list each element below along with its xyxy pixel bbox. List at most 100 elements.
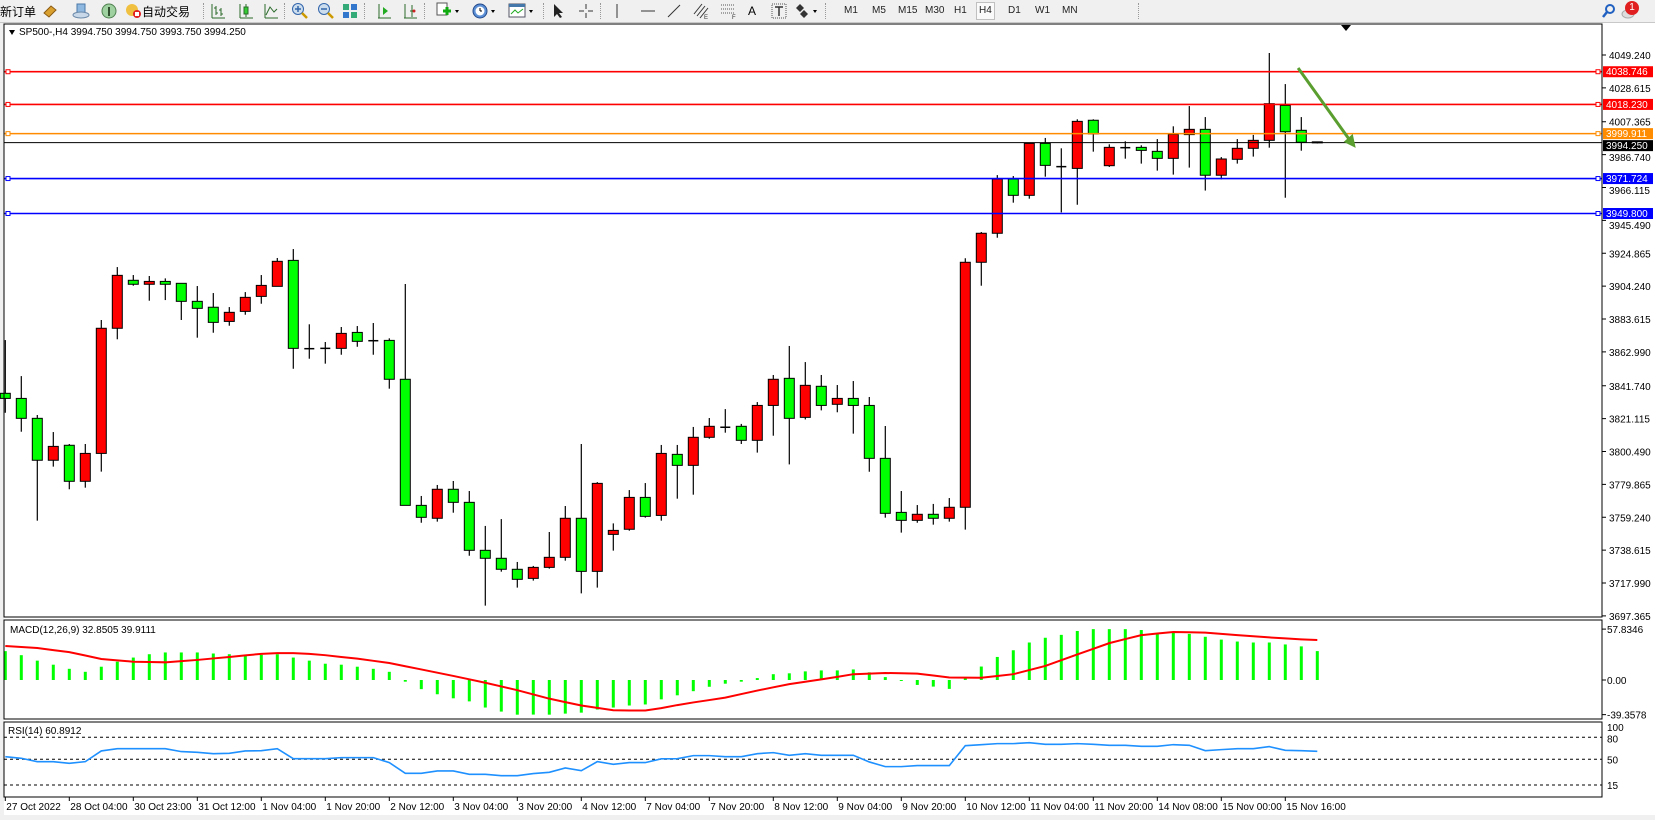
candle[interactable] [1247, 134, 1259, 157]
candle[interactable] [879, 425, 891, 518]
candle[interactable] [559, 506, 571, 561]
line-handle[interactable] [5, 101, 11, 107]
signal-icon[interactable] [101, 2, 117, 20]
candle[interactable] [927, 503, 939, 525]
candle[interactable] [655, 444, 667, 521]
candle[interactable] [591, 482, 603, 588]
trendline-icon[interactable] [666, 2, 682, 20]
line-handle[interactable] [1595, 176, 1601, 182]
candle[interactable] [767, 374, 779, 436]
candle[interactable] [159, 278, 171, 301]
collapse-triangle-icon[interactable] [9, 30, 15, 35]
auto-scroll-icon[interactable] [376, 2, 392, 20]
text-label-icon[interactable] [771, 2, 787, 20]
candle[interactable] [815, 374, 827, 411]
line-handle[interactable] [5, 176, 11, 182]
candle[interactable] [287, 249, 299, 369]
line-handle[interactable] [5, 131, 11, 137]
timeframe-mn[interactable]: MN [1062, 5, 1078, 16]
candle[interactable] [15, 376, 27, 432]
periods-icon[interactable] [471, 2, 497, 20]
candle[interactable] [0, 340, 11, 413]
candle[interactable] [1135, 145, 1147, 164]
candle[interactable] [720, 409, 731, 433]
candle[interactable] [783, 345, 795, 465]
candle[interactable] [304, 324, 315, 359]
candle[interactable] [143, 275, 155, 301]
candle[interactable] [495, 519, 507, 572]
candle[interactable] [127, 275, 139, 286]
zoom-in-icon[interactable] [291, 2, 309, 20]
templates-icon[interactable] [508, 2, 536, 20]
timeframe-m30[interactable]: M30 [925, 5, 945, 16]
candle[interactable] [320, 341, 331, 364]
candlestick-icon[interactable] [238, 2, 254, 20]
search-icon[interactable] [1601, 2, 1617, 20]
candle[interactable] [751, 402, 763, 453]
line-handle[interactable] [1595, 101, 1601, 107]
candle[interactable] [1183, 106, 1195, 168]
line-chart-icon[interactable] [263, 2, 279, 20]
zoom-out-icon[interactable] [317, 2, 335, 20]
vertical-line-icon[interactable] [612, 2, 622, 20]
candle[interactable] [527, 565, 539, 581]
text-icon[interactable]: A [748, 4, 757, 18]
candle[interactable] [191, 286, 203, 338]
candle[interactable] [175, 282, 187, 320]
candle[interactable] [479, 525, 491, 606]
candle[interactable] [895, 491, 907, 533]
candle[interactable] [703, 418, 715, 439]
horizontal-line-icon[interactable] [640, 2, 656, 20]
candle[interactable] [111, 267, 123, 340]
chart-shift-icon[interactable] [402, 2, 418, 20]
candle[interactable] [415, 495, 427, 523]
candle[interactable] [575, 443, 587, 594]
candle[interactable] [1231, 139, 1243, 164]
cursor-icon[interactable] [550, 2, 566, 20]
candle[interactable] [447, 480, 459, 513]
line-handle[interactable] [1595, 131, 1601, 137]
price-panel[interactable] [0, 52, 1602, 606]
fibonacci-channel-icon[interactable]: E [692, 2, 710, 20]
timeframe-m5[interactable]: M5 [872, 5, 886, 16]
new-order-button[interactable]: 新订单 [0, 4, 37, 19]
tile-windows-icon[interactable] [342, 2, 358, 20]
line-handle[interactable] [5, 211, 11, 217]
candle[interactable] [399, 283, 411, 506]
candle[interactable] [799, 362, 811, 420]
timeframe-m1[interactable]: M1 [844, 5, 858, 16]
candle[interactable] [687, 426, 699, 495]
candle[interactable] [1103, 144, 1115, 167]
candle[interactable] [31, 414, 43, 521]
line-handle[interactable] [1595, 211, 1601, 217]
candle[interactable] [1151, 139, 1163, 171]
candle[interactable] [623, 490, 635, 531]
notification-badge[interactable]: 1 [1625, 1, 1639, 15]
candle[interactable] [223, 307, 235, 326]
candle[interactable] [431, 484, 443, 522]
candle[interactable] [1215, 157, 1227, 180]
candle[interactable] [975, 231, 987, 286]
candle[interactable] [943, 498, 955, 522]
candle[interactable] [351, 326, 363, 347]
rsi-panel[interactable] [4, 736, 1602, 786]
candle[interactable] [991, 175, 1003, 238]
timeframe-m15[interactable]: M15 [898, 5, 918, 16]
candle[interactable] [911, 505, 923, 523]
candle[interactable] [207, 293, 219, 333]
candle[interactable] [607, 523, 619, 551]
candle[interactable] [639, 483, 651, 518]
trend-arrow[interactable] [1296, 67, 1353, 144]
indicators-icon[interactable] [435, 2, 461, 20]
candle[interactable] [95, 319, 107, 472]
candle[interactable] [1120, 141, 1131, 159]
candle[interactable] [63, 443, 75, 490]
candle[interactable] [47, 432, 59, 467]
arrows-icon[interactable] [794, 2, 820, 20]
candle[interactable] [543, 531, 555, 569]
candle[interactable] [1023, 142, 1035, 199]
candle[interactable] [335, 327, 347, 355]
candle[interactable] [1056, 148, 1067, 213]
auto-trading-button[interactable]: 自动交易 [142, 4, 191, 19]
